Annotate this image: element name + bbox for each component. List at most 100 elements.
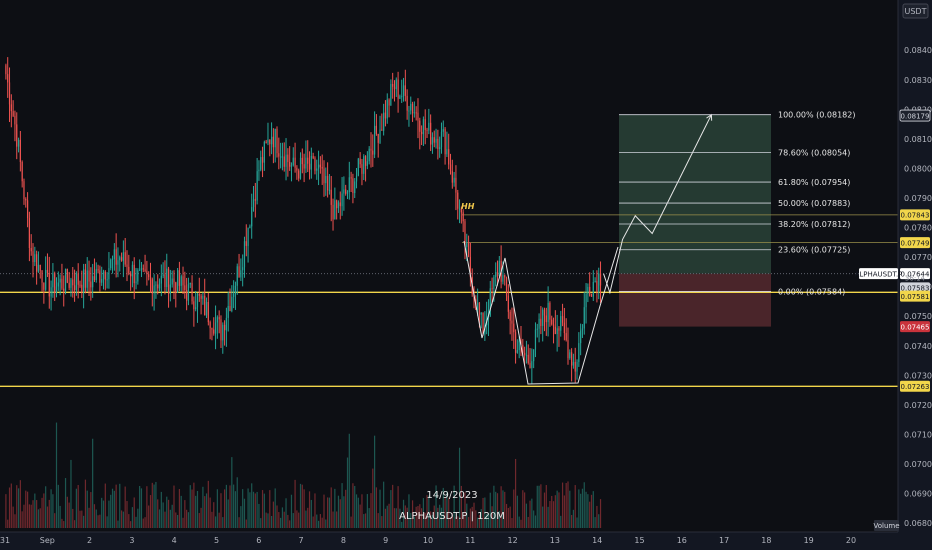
volume-bar xyxy=(261,490,264,528)
candle-body xyxy=(489,288,491,316)
volume-bar xyxy=(175,512,177,528)
volume-bar xyxy=(466,503,468,528)
candle-body xyxy=(536,328,538,330)
candle-body xyxy=(236,266,238,286)
volume-bar xyxy=(267,513,269,528)
volume-bar xyxy=(543,492,546,528)
candle-body xyxy=(560,316,562,331)
candle-body xyxy=(402,85,405,97)
x-tick-label: 8 xyxy=(341,536,346,545)
volume-bar xyxy=(66,496,68,528)
candle-body xyxy=(317,164,320,169)
candle-body xyxy=(48,272,50,297)
volume-bar xyxy=(406,507,408,528)
candle-body xyxy=(249,226,251,229)
candle-body xyxy=(211,328,213,330)
candle-body xyxy=(162,274,164,276)
fib-level-label: 61.80% (0.07954) xyxy=(778,178,850,187)
price-tag-label: 0.07583 xyxy=(901,285,930,293)
volume-bar xyxy=(534,515,537,528)
candle-body xyxy=(298,170,300,179)
fibonacci-retracement[interactable]: 100.00% (0.08182) 78.60% (0.08054) 61.80% … xyxy=(619,111,855,297)
volume-bar xyxy=(17,488,20,528)
candle-body xyxy=(175,282,177,293)
volume-bar xyxy=(214,516,217,528)
volume-bar xyxy=(327,497,329,528)
volume-bar xyxy=(149,495,152,528)
candle-body xyxy=(196,293,199,308)
volume-bar xyxy=(12,506,14,528)
candle-body xyxy=(278,153,280,157)
candle-body xyxy=(289,161,291,167)
candle-body xyxy=(70,279,72,288)
volume-bar xyxy=(325,519,327,528)
candle-body xyxy=(178,270,181,286)
volume-bar xyxy=(131,507,134,528)
volume-bar xyxy=(312,516,314,528)
candle-body xyxy=(581,328,584,331)
volume-bar xyxy=(99,514,101,528)
candle-body xyxy=(102,271,105,279)
candle-body xyxy=(406,95,408,111)
volume-bar xyxy=(139,485,141,528)
x-tick-label: 12 xyxy=(508,536,518,545)
candle-body xyxy=(466,242,468,247)
candle-body xyxy=(68,282,70,288)
volume-bar xyxy=(422,498,425,528)
volume-bar xyxy=(310,499,312,528)
candle-body xyxy=(200,295,202,299)
candle-body xyxy=(491,288,493,290)
x-tick-label: 17 xyxy=(719,536,729,545)
candle-body xyxy=(352,178,354,194)
candle-body xyxy=(390,84,392,106)
volume-bar xyxy=(513,489,515,528)
volume-bar xyxy=(160,491,162,528)
candle-body xyxy=(334,200,336,220)
volume-bar xyxy=(142,518,144,528)
volume-bar xyxy=(157,499,159,528)
candle-body xyxy=(213,329,215,334)
volume-bar xyxy=(73,520,76,528)
candle-body xyxy=(209,322,211,329)
volume-bar xyxy=(377,513,379,528)
target-zone xyxy=(619,114,771,274)
volume-bar xyxy=(21,511,23,528)
currency-badge[interactable] xyxy=(902,3,929,19)
volume-bar xyxy=(63,521,65,528)
volume-bar xyxy=(516,495,518,528)
volume-bar xyxy=(169,509,171,528)
volume-bar xyxy=(401,521,403,528)
time-axis[interactable]: 31 Sep 2 3 4 5 6 7 8 9 10 11 12 13 14 15 16 17 18 19 20 xyxy=(0,536,856,545)
candle-body xyxy=(498,260,500,277)
volume-bar xyxy=(140,488,143,528)
candle-body xyxy=(81,284,83,292)
candle-body xyxy=(410,103,412,111)
candle-body xyxy=(404,85,406,96)
volume-bar xyxy=(77,485,79,528)
candle-body xyxy=(424,119,426,130)
candle-body xyxy=(323,168,325,184)
volume-bar xyxy=(57,484,59,528)
volume-bar xyxy=(431,515,434,528)
price-tag-box xyxy=(900,237,930,249)
volume-bar xyxy=(122,511,124,528)
candle-body xyxy=(527,354,529,363)
volume-bar xyxy=(379,489,381,528)
candle-body xyxy=(157,284,159,289)
candle-body xyxy=(565,333,567,341)
candle-body xyxy=(148,274,150,278)
volume-bar xyxy=(281,507,284,528)
price-axis[interactable]: 0.084000.083000.082000.081000.080000.079… xyxy=(904,46,932,528)
candle-body xyxy=(292,157,294,166)
x-tick-label: 5 xyxy=(214,536,219,545)
candle-body xyxy=(63,288,65,292)
candle-body xyxy=(17,139,20,147)
risk-reward-zones xyxy=(619,114,771,327)
volume-bar xyxy=(227,499,229,528)
x-tick-label: 7 xyxy=(299,536,304,545)
